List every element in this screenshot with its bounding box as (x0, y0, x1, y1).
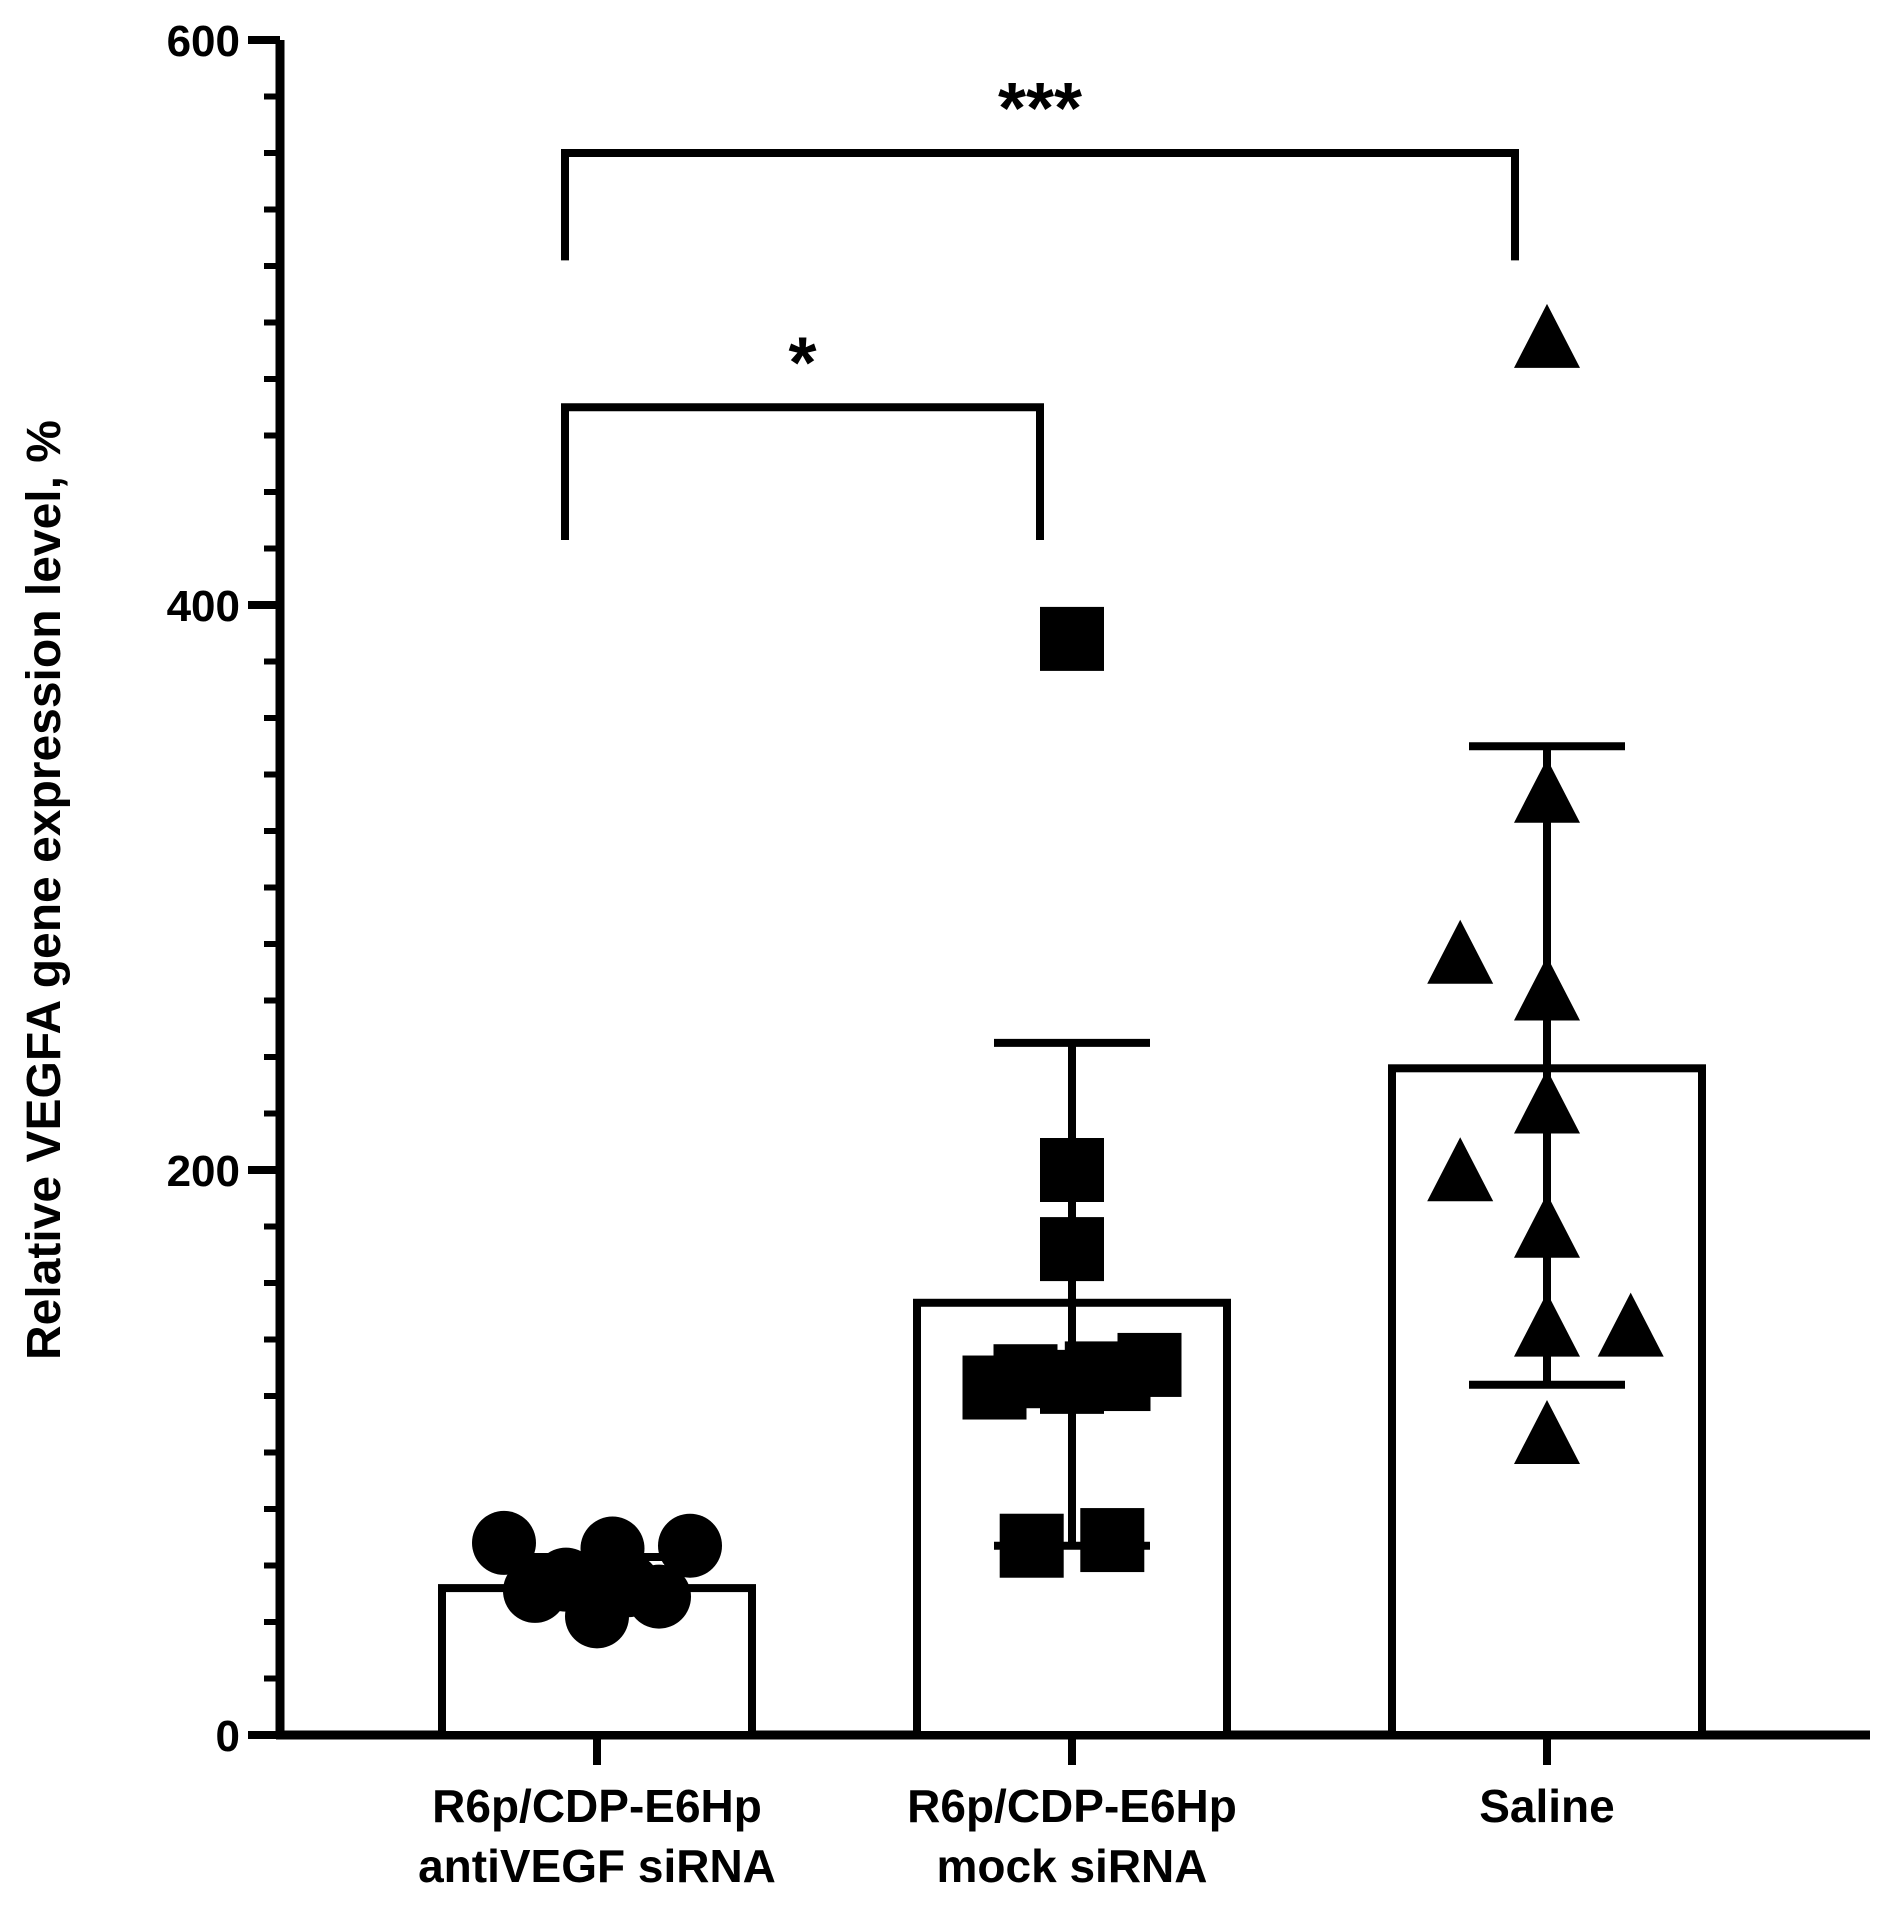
y-tick-label: 400 (167, 582, 240, 631)
y-axis-label: Relative VEGFA gene expression level, % (18, 420, 71, 1360)
data-point-square (1040, 1138, 1104, 1202)
data-point-square (1080, 1508, 1145, 1573)
data-point-circle (627, 1564, 691, 1629)
data-points (472, 303, 1664, 1649)
data-point-triangle (1514, 303, 1580, 368)
data-point-circle (472, 1510, 536, 1575)
data-point-triangle (1514, 1069, 1580, 1134)
x-tick-label: R6p/CDP-E6Hp (432, 1780, 762, 1832)
data-point-triangle (1514, 1399, 1580, 1464)
y-tick-label: 600 (167, 17, 240, 66)
data-point-triangle (1427, 919, 1494, 984)
significance-brackets: **** (561, 69, 1519, 541)
y-tick-label: 200 (167, 1147, 240, 1196)
y-tick-label: 0 (216, 1712, 240, 1761)
data-point-circle (658, 1513, 722, 1578)
x-tick-label-line2: mock siRNA (937, 1840, 1208, 1892)
data-point-square (1040, 1217, 1104, 1282)
x-tick-label: R6p/CDP-E6Hp (907, 1780, 1237, 1832)
axis-labels: Relative VEGFA gene expression level, % … (18, 420, 1615, 1892)
data-point-triangle (1427, 1137, 1494, 1202)
x-tick-label: Saline (1479, 1780, 1615, 1832)
significance-bracket (561, 149, 1519, 261)
data-point-triangle (1514, 956, 1580, 1021)
significance-bracket (561, 403, 1044, 541)
data-point-triangle (1514, 1193, 1580, 1258)
significance-label: * (788, 323, 816, 403)
bar (438, 1584, 756, 1739)
x-tick-label-line2: antiVEGF siRNA (418, 1840, 776, 1892)
data-point-square (1117, 1332, 1182, 1397)
data-point-triangle (1514, 1292, 1580, 1357)
data-point-triangle (1597, 1292, 1664, 1357)
data-point-square (1040, 606, 1104, 671)
data-point-square (999, 1513, 1064, 1578)
significance-label: *** (998, 69, 1082, 149)
data-point-triangle (1514, 758, 1580, 823)
